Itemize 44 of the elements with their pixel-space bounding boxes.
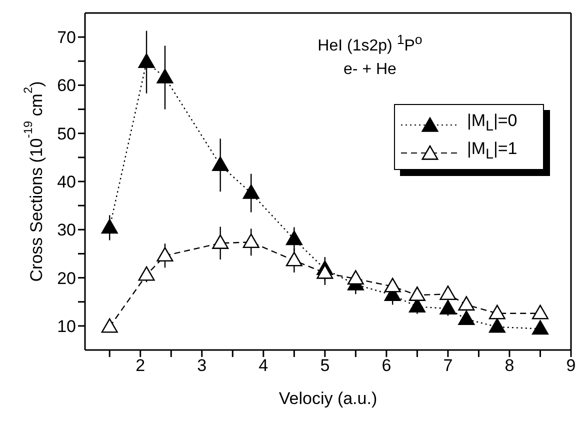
x-tick-label: 4: [258, 356, 268, 376]
point: [101, 318, 118, 333]
point: [384, 278, 401, 292]
point: [458, 296, 475, 311]
point: [156, 246, 174, 262]
y-tick-label: 60: [57, 76, 76, 96]
point: [347, 270, 364, 285]
point: [408, 286, 426, 301]
y-tick-label: 40: [57, 172, 76, 192]
x-tick-label: 9: [566, 356, 576, 376]
point: [286, 252, 302, 266]
x-tick-label: 3: [197, 356, 207, 376]
point: [440, 300, 456, 314]
y-tick-label: 30: [57, 220, 76, 240]
point: [458, 310, 475, 326]
point: [242, 234, 260, 248]
x-tick-label: 6: [382, 356, 392, 376]
point: [532, 304, 548, 320]
y-tick-label: 10: [57, 316, 76, 336]
legend-label: |M$_{L}$|=0: [467, 111, 518, 135]
y-tick-label: 20: [57, 268, 76, 288]
point: [532, 320, 548, 335]
legend-label: |M$_{L}$|=1: [467, 139, 518, 163]
y-tick-label: 50: [57, 124, 76, 144]
point: [488, 304, 506, 320]
point: [440, 286, 456, 300]
annotation: HeI (1s2p) $^{1}$P$^{o}$: [316, 31, 424, 56]
x-tick-label: 2: [136, 356, 146, 376]
point: [242, 184, 260, 199]
point: [138, 266, 155, 281]
x-axis-title: Velociy (a.u.): [278, 389, 378, 408]
x-tick-label: 8: [504, 356, 514, 376]
point: [156, 68, 174, 84]
point: [286, 230, 302, 246]
point: [488, 318, 506, 333]
y-tick-label: 70: [57, 28, 76, 48]
point: [212, 234, 229, 249]
annotation: e- + He: [342, 60, 398, 80]
x-tick-label: 7: [443, 356, 453, 376]
point: [101, 219, 118, 234]
x-tick-label: 5: [320, 356, 330, 376]
point: [212, 156, 229, 171]
point: [138, 53, 155, 68]
point: [316, 264, 334, 279]
